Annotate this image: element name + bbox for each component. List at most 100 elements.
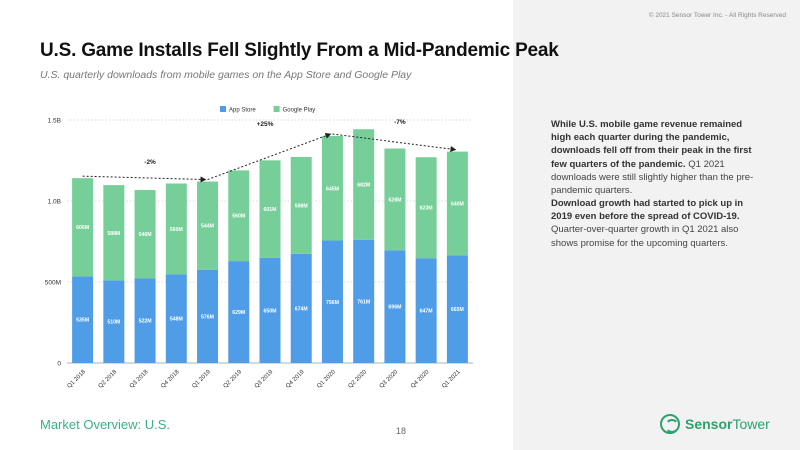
y-tick-label: 1.5B: [48, 118, 61, 125]
data-label-app-store: 522M: [139, 319, 152, 325]
bar-google-play: [134, 189, 156, 279]
bar-app-store: [165, 274, 187, 363]
insight-2-bold: Download growth had started to pick up i…: [551, 198, 744, 223]
data-label-google-play: 682M: [357, 182, 370, 188]
legend-label: App Store: [229, 108, 256, 114]
bar-app-store: [134, 278, 156, 363]
data-label-app-store: 761M: [357, 299, 370, 305]
data-label-app-store: 650M: [264, 308, 277, 314]
bar-google-play: [197, 181, 219, 270]
bar-google-play: [228, 170, 250, 262]
x-tick-label: Q3 2020: [379, 369, 400, 390]
bar-app-store: [259, 257, 281, 363]
section-label: Market Overview: U.S.: [40, 417, 171, 432]
x-tick-label: Q4 2019: [285, 369, 306, 390]
x-tick-label: Q2 2018: [98, 369, 119, 390]
bar-app-store: [290, 253, 312, 363]
data-label-google-play: 546M: [139, 232, 152, 238]
bar-google-play: [72, 178, 94, 277]
data-label-google-play: 645M: [326, 186, 339, 192]
trend-arrow: [207, 132, 332, 181]
data-label-app-store: 535M: [76, 318, 89, 324]
data-label-app-store: 674M: [295, 306, 308, 312]
x-tick-label: Q2 2019: [223, 369, 244, 390]
trend-arrow: [332, 133, 457, 152]
y-axis: 0 500M 1.0B 1.5B: [45, 118, 62, 368]
data-label-google-play: 588M: [107, 231, 120, 237]
legend-label: Google Play: [283, 108, 316, 114]
chart-bars: 535M 606M 510M 588M 522M 546M 548M 560M 576M 544M…: [72, 129, 468, 363]
bar-google-play: [165, 183, 187, 275]
data-label-google-play: 560M: [232, 214, 245, 220]
bar-app-store: [446, 255, 468, 363]
right-panel: [513, 0, 800, 450]
insight-1-rest: Q1 2021 downloads were still slightly hi…: [551, 158, 754, 197]
data-label-app-store: 629M: [232, 310, 245, 316]
bar-google-play: [103, 185, 125, 281]
annotation-label: -7%: [394, 119, 406, 126]
data-label-google-play: 560M: [170, 227, 183, 233]
data-label-app-store: 665M: [451, 307, 464, 313]
annotation-label: +25%: [257, 121, 274, 128]
bar-google-play: [290, 156, 312, 254]
x-tick-label: Q3 2019: [254, 369, 275, 390]
x-tick-label: Q1 2020: [316, 369, 337, 390]
bar-google-play: [384, 148, 406, 251]
x-tick-label: Q3 2018: [129, 369, 150, 390]
data-label-google-play: 606M: [76, 225, 89, 231]
x-tick-label: Q4 2018: [160, 369, 181, 390]
bar-google-play: [259, 160, 281, 258]
bar-app-store: [384, 250, 406, 363]
bar-app-store: [228, 261, 250, 363]
logo-text: SensorTower: [685, 416, 770, 432]
insight-2-rest: Quarter-over-quarter growth in Q1 2021 a…: [551, 224, 739, 249]
bar-app-store: [103, 280, 125, 363]
page-title: U.S. Game Installs Fell Slightly From a …: [40, 40, 559, 61]
x-tick-label: Q2 2020: [348, 369, 369, 390]
logo-word-sensor: Sensor: [685, 416, 733, 432]
bar-app-store: [321, 240, 343, 363]
data-label-app-store: 576M: [201, 314, 214, 320]
data-label-google-play: 601M: [264, 207, 277, 213]
bar-google-play: [353, 129, 375, 240]
copyright-text: © 2021 Sensor Tower Inc. - All Rights Re…: [648, 12, 786, 19]
logo-word-tower: Tower: [732, 416, 770, 432]
y-tick-label: 0: [57, 361, 61, 368]
annotation-label: -2%: [144, 159, 156, 166]
data-label-app-store: 647M: [420, 309, 433, 315]
y-tick-label: 1.0B: [48, 199, 61, 206]
data-label-google-play: 598M: [295, 203, 308, 209]
page-number: 18: [396, 426, 407, 436]
bar-app-store: [415, 258, 437, 363]
legend-swatch: [220, 106, 226, 112]
x-tick-label: Q1 2018: [67, 369, 88, 390]
chart-legend: App Store Google Play: [220, 106, 315, 114]
x-axis: Q1 2018 Q2 2018 Q3 2018 Q4 2018 Q1 2019 Q2 20…: [67, 369, 463, 390]
bar-google-play: [321, 136, 343, 241]
bar-google-play: [446, 151, 468, 256]
data-label-app-store: 548M: [170, 317, 183, 323]
sensor-tower-logo-icon: [660, 414, 680, 434]
page-subtitle: U.S. quarterly downloads from mobile gam…: [40, 69, 412, 81]
data-label-app-store: 696M: [388, 305, 401, 311]
bar-app-store: [72, 276, 94, 363]
data-label-google-play: 640M: [451, 201, 464, 207]
insight-paragraph-2: Download growth had started to pick up i…: [551, 197, 761, 250]
data-label-app-store: 510M: [107, 320, 120, 326]
y-tick-label: 500M: [45, 280, 61, 287]
x-tick-label: Q4 2020: [410, 369, 431, 390]
stacked-bar-chart: 0 500M 1.0B 1.5B 535M 606M 510M 588M 522M 546M 54…: [45, 106, 473, 390]
data-label-google-play: 623M: [420, 206, 433, 212]
sensor-tower-logo: SensorTower: [660, 414, 770, 434]
trend-arrow: [82, 175, 207, 183]
x-tick-label: Q1 2019: [191, 369, 212, 390]
data-label-google-play: 628M: [388, 197, 401, 203]
insight-paragraph-1: While U.S. mobile game revenue remained …: [551, 118, 761, 197]
data-label-google-play: 544M: [201, 224, 214, 230]
x-tick-label: Q1 2021: [441, 369, 462, 390]
chart-annotations: -2% +25% -7%: [82, 119, 457, 183]
insight-1-bold: While U.S. mobile game revenue remained …: [551, 119, 752, 170]
bar-app-store: [197, 269, 219, 363]
bar-app-store: [353, 239, 375, 363]
data-label-app-store: 756M: [326, 300, 339, 306]
